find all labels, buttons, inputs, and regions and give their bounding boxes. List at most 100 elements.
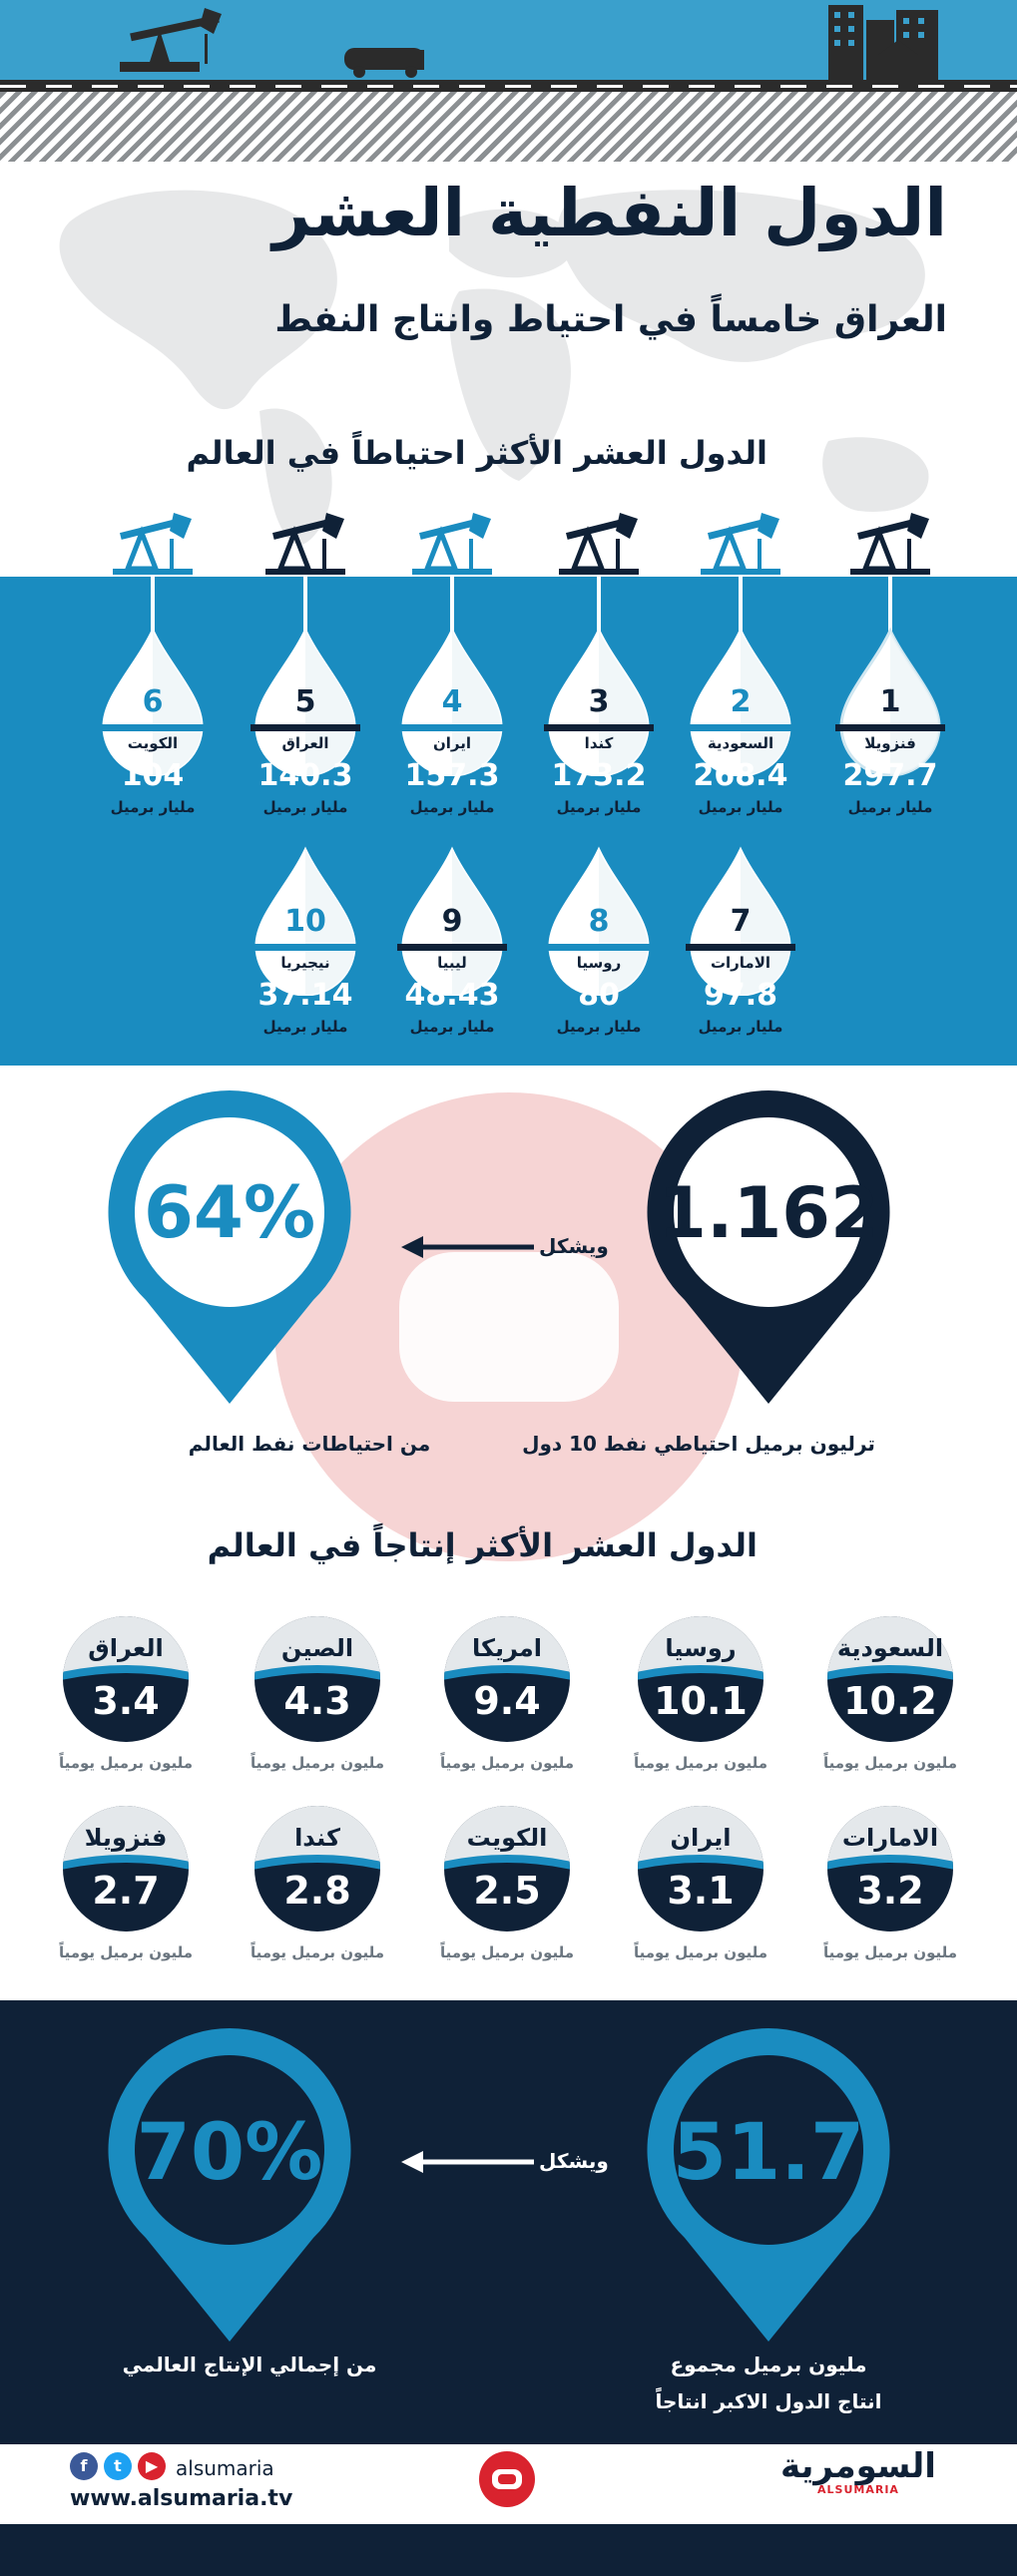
reserve-droplet: 4 ايران	[397, 627, 507, 776]
reserve-droplet: 9 ليبيا	[397, 846, 507, 996]
production-unit: مليون برميل يومياً	[250, 1754, 385, 1772]
production-value: 10.2	[843, 1679, 937, 1723]
reserve-rank: 1	[879, 684, 901, 719]
reserves-total-pin: 1.162	[639, 1082, 898, 1412]
production-badge: العراق 3.4	[61, 1614, 191, 1744]
production-country: الكويت	[466, 1824, 548, 1852]
production-unit: مليون برميل يومياً	[822, 1943, 958, 1961]
production-country: روسيا	[665, 1634, 737, 1662]
reserve-value: 140.3	[257, 758, 353, 793]
production-value: 3.4	[92, 1679, 160, 1723]
reserve-unit: مليار برميل	[698, 798, 783, 816]
oil-pipe	[303, 577, 307, 637]
production-value: 2.7	[92, 1869, 160, 1913]
production-badge: فنزويلا 2.7	[61, 1804, 191, 1933]
facebook-icon[interactable]: f	[70, 2452, 98, 2480]
production-section-title: الدول العشر الأكثر إنتاجاً في العالم	[207, 1526, 758, 1564]
reserve-droplet: 2 السعودية	[686, 627, 795, 776]
reserve-value: 97.8	[703, 978, 778, 1013]
reserve-unit: مليار برميل	[262, 1018, 348, 1036]
reserve-unit: مليار برميل	[698, 1018, 783, 1036]
reserve-value: 268.4	[693, 758, 788, 793]
production-share-pin: 70%	[100, 2020, 359, 2350]
production-total-value: 51.7	[672, 2108, 865, 2198]
road-lane-markings	[0, 85, 1017, 88]
world-map-background	[59, 190, 929, 546]
reserve-country: فنزويلا	[835, 724, 945, 754]
reserve-value: 157.3	[404, 758, 500, 793]
reserve-country: نيجيريا	[251, 944, 360, 974]
reserve-unit: مليار برميل	[556, 798, 642, 816]
reserve-rank: 3	[588, 684, 610, 719]
brand-name-arabic: السومرية	[780, 2446, 936, 2486]
reserve-value: 173.2	[551, 758, 647, 793]
hatched-divider	[0, 92, 1017, 162]
reserve-unit: مليار برميل	[262, 798, 348, 816]
production-badge: كندا 2.8	[253, 1804, 382, 1933]
production-value: 9.4	[473, 1679, 541, 1723]
footer-website-link[interactable]: www.alsumaria.tv	[70, 2486, 293, 2511]
reserve-rank: 6	[142, 684, 164, 719]
oil-pipe	[450, 577, 454, 637]
production-total-caption-line2: انتاج الدول الاكبر انتاجاً	[655, 2389, 882, 2413]
brand-logo: السومرية ALSUMARIA	[768, 2449, 948, 2496]
oil-pipe	[597, 577, 601, 637]
arrow-left-icon	[401, 1236, 534, 1258]
production-value: 10.1	[654, 1679, 748, 1723]
production-country: كندا	[294, 1824, 340, 1852]
production-badge: امريكا 9.4	[442, 1614, 572, 1744]
production-unit: مليون برميل يومياً	[439, 1754, 575, 1772]
production-unit: مليون برميل يومياً	[633, 1943, 768, 1961]
city-buildings-icon	[828, 5, 938, 80]
reserve-value: 297.7	[842, 758, 938, 793]
twitter-icon[interactable]: t	[104, 2452, 132, 2480]
alsumaria-watermark-logo	[274, 1092, 744, 1561]
page-title: الدول النفطية العشر	[272, 175, 947, 251]
production-value: 3.2	[856, 1869, 924, 1913]
reserves-connector-label: ويشكل	[539, 1234, 609, 1258]
reserve-country: العراق	[251, 724, 360, 754]
reserves-share-caption: من احتياطات نفط العالم	[188, 1432, 431, 1456]
header-illustration	[120, 5, 938, 80]
reserve-unit: مليار برميل	[409, 798, 495, 816]
reserve-country: ليبيا	[397, 944, 507, 974]
production-country: السعودية	[836, 1634, 944, 1662]
reserve-droplet: 1 فنزويلا	[835, 627, 945, 776]
pump-jack-icon	[120, 8, 222, 72]
reserve-droplet: 8 روسيا	[544, 846, 654, 996]
reserve-droplet: 6 الكويت	[98, 627, 208, 776]
brand-name-english: ALSUMARIA	[817, 2483, 899, 2496]
production-unit: مليون برميل يومياً	[439, 1943, 575, 1961]
reserve-value: 80	[578, 978, 620, 1013]
production-unit: مليون برميل يومياً	[58, 1943, 194, 1961]
production-badge: السعودية 10.2	[825, 1614, 955, 1744]
production-value: 2.5	[473, 1869, 541, 1913]
reserve-country: الكويت	[98, 724, 208, 754]
reserve-rank: 9	[441, 904, 463, 939]
page-subtitle: العراق خامساً في احتياط وانتاج النفط	[274, 299, 947, 340]
production-share-caption: من إجمالي الإنتاج العالمي	[122, 2353, 377, 2376]
pump-jack-icon	[696, 511, 785, 575]
reserve-unit: مليار برميل	[847, 798, 933, 816]
reserve-rank: 8	[588, 904, 610, 939]
reserve-rank: 10	[284, 904, 326, 939]
tanker-truck-icon	[344, 48, 424, 78]
arrow-left-icon	[401, 2151, 534, 2173]
footer-handle[interactable]: alsumaria	[176, 2456, 274, 2480]
production-total-caption-line1: مليون برميل مجموع	[670, 2353, 867, 2376]
pump-jack-icon	[845, 511, 935, 575]
production-connector-label: ويشكل	[539, 2149, 609, 2173]
reserve-value: 48.43	[404, 978, 500, 1013]
reserves-connector: ويشكل	[399, 1232, 619, 1262]
reserve-rank: 7	[730, 904, 752, 939]
youtube-icon[interactable]: ▶	[138, 2452, 166, 2480]
reserve-country: روسيا	[544, 944, 654, 974]
reserve-country: كندا	[544, 724, 654, 754]
production-country: فنزويلا	[84, 1824, 168, 1852]
reserve-country: ايران	[397, 724, 507, 754]
production-unit: مليون برميل يومياً	[822, 1754, 958, 1772]
reserve-droplet: 5 العراق	[251, 627, 360, 776]
reserves-total-value: 1.162	[658, 1172, 879, 1254]
reserve-unit: مليار برميل	[409, 1018, 495, 1036]
reserves-share-pin: 64%	[100, 1082, 359, 1412]
